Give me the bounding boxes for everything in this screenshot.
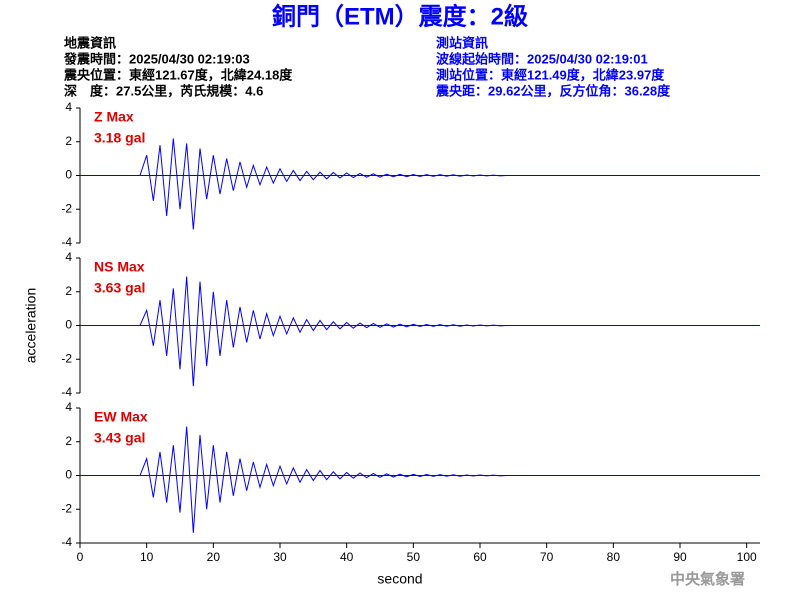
station-info: 測站位置：東經121.49度，北緯23.97度	[436, 67, 665, 82]
y-tick-label: 4	[65, 250, 72, 264]
y-tick-label: -2	[61, 351, 72, 365]
y-axis-label: acceleration	[23, 288, 39, 364]
y-tick-label: -2	[61, 201, 72, 215]
event-info: 發震時間：2025/04/30 02:19:03	[63, 51, 250, 66]
y-tick-label: -4	[61, 235, 72, 249]
x-tick-label: 70	[540, 550, 554, 564]
max-annotation: 3.63 gal	[94, 280, 145, 296]
y-tick-label: 2	[65, 434, 72, 448]
max-annotation: EW Max	[94, 409, 148, 425]
max-annotation: 3.18 gal	[94, 130, 145, 146]
max-annotation: NS Max	[94, 259, 145, 275]
y-tick-label: 0	[65, 168, 72, 182]
x-tick-label: 40	[340, 550, 354, 564]
station-info: 測站資訊	[436, 35, 488, 50]
footer: 中央氣象署	[670, 570, 745, 588]
y-tick-label: 4	[65, 400, 72, 414]
x-tick-label: 10	[140, 550, 154, 564]
event-info: 震央位置：東經121.67度，北緯24.18度	[63, 67, 293, 82]
y-tick-label: 0	[65, 468, 72, 482]
max-annotation: Z Max	[94, 109, 134, 125]
waveform	[80, 138, 754, 230]
x-tick-label: 90	[673, 550, 687, 564]
station-info: 波線起始時間：2025/04/30 02:19:01	[436, 51, 648, 66]
waveform	[80, 276, 754, 387]
y-tick-label: -2	[61, 501, 72, 515]
x-tick-label: 0	[77, 550, 84, 564]
x-tick-label: 30	[273, 550, 287, 564]
x-tick-label: 60	[473, 550, 487, 564]
x-tick-label: 20	[207, 550, 221, 564]
max-annotation: 3.43 gal	[94, 430, 145, 446]
waveform	[80, 426, 754, 533]
y-tick-label: -4	[61, 535, 72, 549]
title: 銅門（ETM）震度：2級	[272, 2, 528, 30]
y-tick-label: -4	[61, 385, 72, 399]
y-tick-label: 2	[65, 134, 72, 148]
x-tick-label: 50	[407, 550, 421, 564]
x-axis-label: second	[377, 571, 422, 587]
x-tick-label: 100	[737, 550, 757, 564]
event-info: 深 度：27.5公里，芮氏規模：4.6	[64, 83, 263, 98]
y-tick-label: 0	[65, 318, 72, 332]
y-tick-label: 4	[65, 100, 72, 114]
station-info: 震央距：29.62公里，反方位角：36.28度	[435, 83, 671, 98]
x-tick-label: 80	[607, 550, 621, 564]
y-tick-label: 2	[65, 284, 72, 298]
event-info: 地震資訊	[64, 35, 116, 50]
